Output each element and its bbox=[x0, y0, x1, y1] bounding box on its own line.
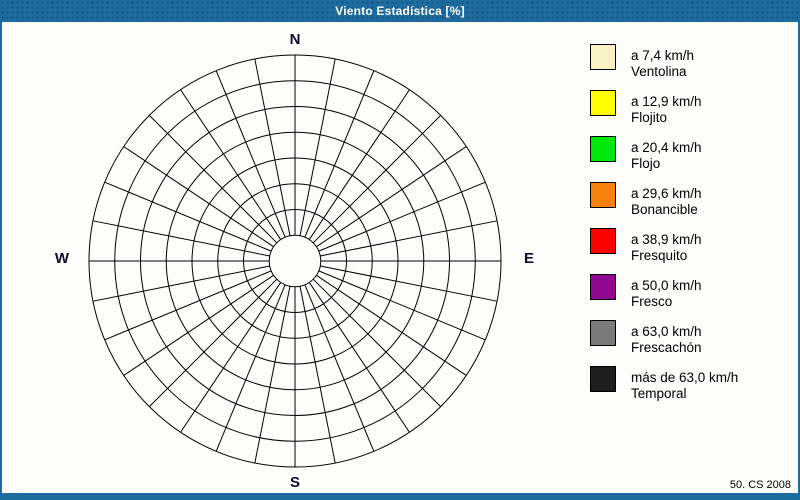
grid-spoke bbox=[148, 278, 278, 408]
window-border-right bbox=[798, 22, 800, 500]
grid-spoke bbox=[215, 284, 286, 452]
legend: a 7,4 km/h Ventolina a 12,9 km/h Flojito a 2… bbox=[590, 44, 738, 412]
legend-item: a 63,0 km/h Frescachón bbox=[590, 320, 738, 366]
legend-category-label: Frescachón bbox=[631, 340, 702, 355]
legend-color-swatch bbox=[590, 320, 616, 346]
legend-speed-label: a 29,6 km/h bbox=[631, 186, 702, 201]
grid-spoke bbox=[299, 286, 336, 464]
grid-spoke bbox=[304, 284, 375, 452]
legend-labels: a 63,0 km/h Frescachón bbox=[631, 320, 702, 356]
legend-category-label: Bonancible bbox=[631, 202, 698, 217]
grid-spoke bbox=[180, 282, 282, 433]
window-border-left bbox=[0, 22, 2, 500]
grid-spoke bbox=[320, 265, 498, 302]
legend-speed-label: a 50,0 km/h bbox=[631, 278, 702, 293]
legend-color-swatch bbox=[590, 136, 616, 162]
legend-item: a 50,0 km/h Fresco bbox=[590, 274, 738, 320]
legend-labels: más de 63,0 km/h Temporal bbox=[631, 366, 738, 402]
compass-label-south: S bbox=[289, 474, 300, 491]
grid-ring bbox=[268, 234, 322, 288]
grid-spoke bbox=[254, 286, 291, 464]
legend-color-swatch bbox=[590, 44, 616, 70]
window-title: Viento Estadística [%] bbox=[335, 4, 465, 18]
grid-spoke bbox=[299, 58, 336, 236]
grid-spoke bbox=[92, 265, 270, 302]
legend-category-label: Fresquito bbox=[631, 248, 688, 263]
legend-item: a 20,4 km/h Flojo bbox=[590, 136, 738, 182]
grid-spoke bbox=[316, 146, 467, 248]
grid-spoke bbox=[104, 181, 272, 252]
grid-spoke bbox=[254, 58, 291, 236]
grid-spoke bbox=[312, 278, 442, 408]
legend-labels: a 12,9 km/h Flojito bbox=[631, 90, 702, 126]
legend-labels: a 7,4 km/h Ventolina bbox=[631, 44, 694, 80]
legend-category-label: Ventolina bbox=[631, 64, 687, 79]
grid-spoke bbox=[148, 114, 278, 244]
legend-item: a 38,9 km/h Fresquito bbox=[590, 228, 738, 274]
grid-spoke bbox=[320, 220, 498, 257]
grid-spoke bbox=[318, 181, 486, 252]
grid-spoke bbox=[123, 146, 274, 248]
grid-spoke bbox=[304, 70, 375, 238]
legend-labels: a 38,9 km/h Fresquito bbox=[631, 228, 702, 264]
grid-spoke bbox=[318, 270, 486, 341]
legend-speed-label: más de 63,0 km/h bbox=[631, 370, 739, 385]
grid-spoke bbox=[180, 89, 282, 240]
legend-category-label: Flojito bbox=[631, 110, 668, 125]
legend-category-label: Flojo bbox=[631, 156, 661, 171]
legend-item: a 29,6 km/h Bonancible bbox=[590, 182, 738, 228]
legend-item: a 12,9 km/h Flojito bbox=[590, 90, 738, 136]
footer-caption: 50. CS 2008 bbox=[729, 479, 791, 491]
legend-color-swatch bbox=[590, 228, 616, 254]
legend-speed-label: a 38,9 km/h bbox=[631, 232, 702, 247]
window-titlebar: Viento Estadística [%] bbox=[0, 0, 800, 22]
legend-labels: a 20,4 km/h Flojo bbox=[631, 136, 702, 172]
legend-color-swatch bbox=[590, 90, 616, 116]
grid-spoke bbox=[308, 89, 410, 240]
compass-label-west: W bbox=[54, 250, 70, 267]
grid-spoke bbox=[308, 282, 410, 433]
legend-speed-label: a 7,4 km/h bbox=[631, 48, 695, 63]
legend-speed-label: a 12,9 km/h bbox=[631, 94, 702, 109]
grid-spoke bbox=[92, 220, 270, 257]
grid-spoke bbox=[123, 274, 274, 376]
legend-color-swatch bbox=[590, 366, 616, 392]
legend-category-label: Fresco bbox=[631, 294, 673, 309]
compass-label-north: N bbox=[289, 31, 301, 48]
legend-item: más de 63,0 km/h Temporal bbox=[590, 366, 738, 412]
legend-item: a 7,4 km/h Ventolina bbox=[590, 44, 738, 90]
wind-rose-grid-chart bbox=[88, 54, 502, 468]
legend-color-swatch bbox=[590, 182, 616, 208]
window-bottom-bar bbox=[0, 493, 800, 500]
compass-label-east: E bbox=[523, 250, 534, 267]
grid-spoke bbox=[312, 114, 442, 244]
legend-speed-label: a 20,4 km/h bbox=[631, 140, 702, 155]
legend-category-label: Temporal bbox=[631, 386, 687, 401]
grid-spoke bbox=[316, 274, 467, 376]
grid-spoke bbox=[104, 270, 272, 341]
legend-labels: a 50,0 km/h Fresco bbox=[631, 274, 702, 310]
legend-color-swatch bbox=[590, 274, 616, 300]
grid-spoke bbox=[215, 70, 286, 238]
legend-labels: a 29,6 km/h Bonancible bbox=[631, 182, 702, 218]
legend-speed-label: a 63,0 km/h bbox=[631, 324, 702, 339]
